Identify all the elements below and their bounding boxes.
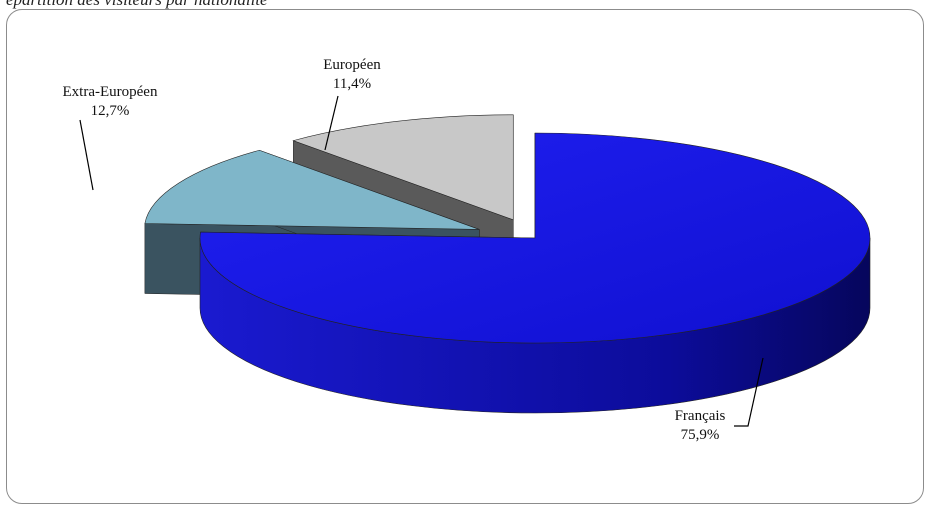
slice-value-label-0: 75,9% [681,427,720,443]
slices-layer [144,114,871,414]
leader-line-1 [79,119,94,191]
slice-value-label-2: 11,4% [333,76,371,92]
pie-slice-extra-europ-en [144,149,480,230]
labels-layer: Français 75,9% Extra-Européen 12,7% Européen… [63,57,764,443]
leader-line-2 [324,95,339,151]
slice-label-2: Européen [323,57,381,73]
pie-slice-europ-en [292,114,514,221]
chart-heading-fragment: épartition des visiteurs par nationalité [6,0,268,10]
slice-label-1: Extra-Européen [63,84,158,100]
slice-label-0: Français [675,408,726,424]
slice-value-label-1: 12,7% [91,103,130,119]
leader-line-0 [734,357,764,427]
pie-slice-fran-ais [199,132,871,344]
